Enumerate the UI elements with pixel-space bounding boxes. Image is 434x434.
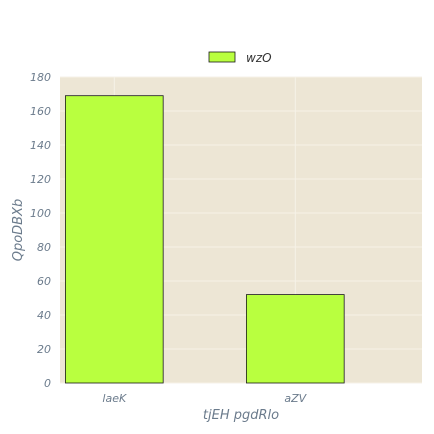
y-axis-label: QpoDBXb bbox=[11, 199, 26, 262]
x-axis-label: tjEH pgdRlo bbox=[203, 408, 279, 423]
x-tick-label: aZV bbox=[284, 392, 307, 405]
y-tick-label: 120 bbox=[30, 173, 51, 186]
y-tick-label: 160 bbox=[30, 105, 51, 118]
x-tick-label: laeK bbox=[102, 392, 127, 405]
bars bbox=[65, 95, 345, 384]
y-tick-label: 40 bbox=[37, 309, 51, 322]
x-tick-labels: laeK aZV bbox=[102, 392, 307, 405]
y-tick-label: 0 bbox=[44, 377, 51, 390]
y-tick-labels: 0 20 40 60 80 100 120 140 160 180 bbox=[30, 71, 51, 390]
bar-laeK bbox=[65, 95, 164, 384]
y-tick-label: 100 bbox=[30, 207, 51, 220]
y-tick-label: 60 bbox=[37, 275, 51, 288]
y-tick-label: 20 bbox=[37, 343, 51, 356]
legend-swatch bbox=[208, 51, 236, 63]
bar-aZV bbox=[246, 294, 345, 384]
legend: wzO bbox=[208, 51, 272, 65]
y-tick-label: 180 bbox=[30, 71, 51, 84]
y-tick-label: 140 bbox=[30, 139, 51, 152]
legend-label: wzO bbox=[246, 51, 272, 65]
y-tick-label: 80 bbox=[37, 241, 51, 254]
